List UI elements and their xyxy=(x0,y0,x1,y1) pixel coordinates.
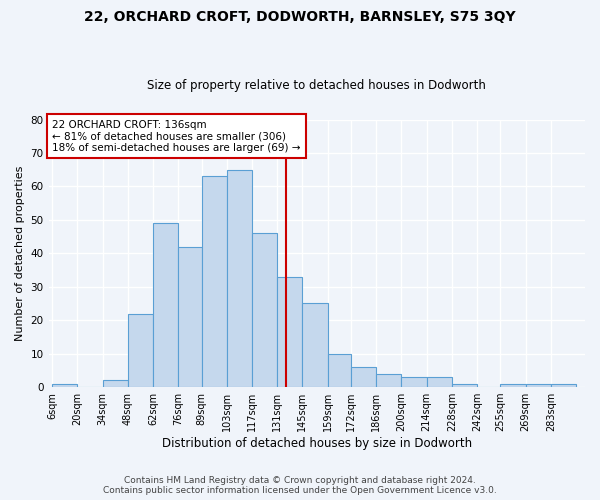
Bar xyxy=(452,384,477,387)
Bar xyxy=(103,380,128,387)
Bar xyxy=(351,367,376,387)
Bar xyxy=(128,314,153,387)
Bar xyxy=(526,384,551,387)
Bar xyxy=(178,246,202,387)
Bar xyxy=(302,304,328,387)
Bar xyxy=(376,374,401,387)
Bar xyxy=(153,223,178,387)
Bar xyxy=(227,170,252,387)
Text: 22, ORCHARD CROFT, DODWORTH, BARNSLEY, S75 3QY: 22, ORCHARD CROFT, DODWORTH, BARNSLEY, S… xyxy=(84,10,516,24)
Text: Contains HM Land Registry data © Crown copyright and database right 2024.
Contai: Contains HM Land Registry data © Crown c… xyxy=(103,476,497,495)
Bar xyxy=(401,377,427,387)
Y-axis label: Number of detached properties: Number of detached properties xyxy=(15,166,25,341)
Bar xyxy=(252,234,277,387)
Bar xyxy=(277,276,302,387)
Bar xyxy=(328,354,351,387)
Title: Size of property relative to detached houses in Dodworth: Size of property relative to detached ho… xyxy=(148,79,486,92)
Bar xyxy=(52,384,77,387)
Bar xyxy=(202,176,227,387)
X-axis label: Distribution of detached houses by size in Dodworth: Distribution of detached houses by size … xyxy=(162,437,472,450)
Bar xyxy=(427,377,452,387)
Bar xyxy=(500,384,526,387)
Bar xyxy=(551,384,576,387)
Text: 22 ORCHARD CROFT: 136sqm
← 81% of detached houses are smaller (306)
18% of semi-: 22 ORCHARD CROFT: 136sqm ← 81% of detach… xyxy=(52,120,301,153)
